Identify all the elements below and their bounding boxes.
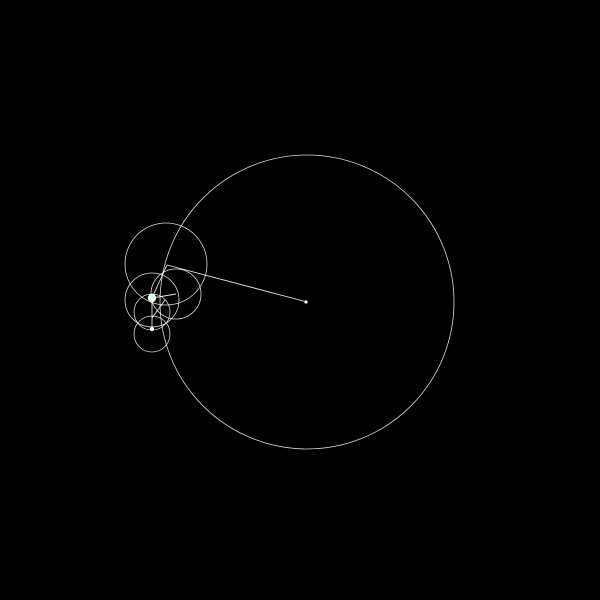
epicycle-circle-2 [124, 222, 208, 306]
center-point [304, 300, 308, 304]
tip-point [147, 293, 157, 303]
radius-vector-2 [151, 264, 168, 299]
vector-layer [151, 264, 308, 330]
circle-layer [124, 154, 455, 450]
epicycle-circle-1 [159, 154, 455, 450]
tip-layer [147, 293, 308, 332]
radius-vector-1 [166, 264, 308, 303]
trace-marker [149, 326, 155, 332]
radius-vector-6 [151, 299, 166, 319]
